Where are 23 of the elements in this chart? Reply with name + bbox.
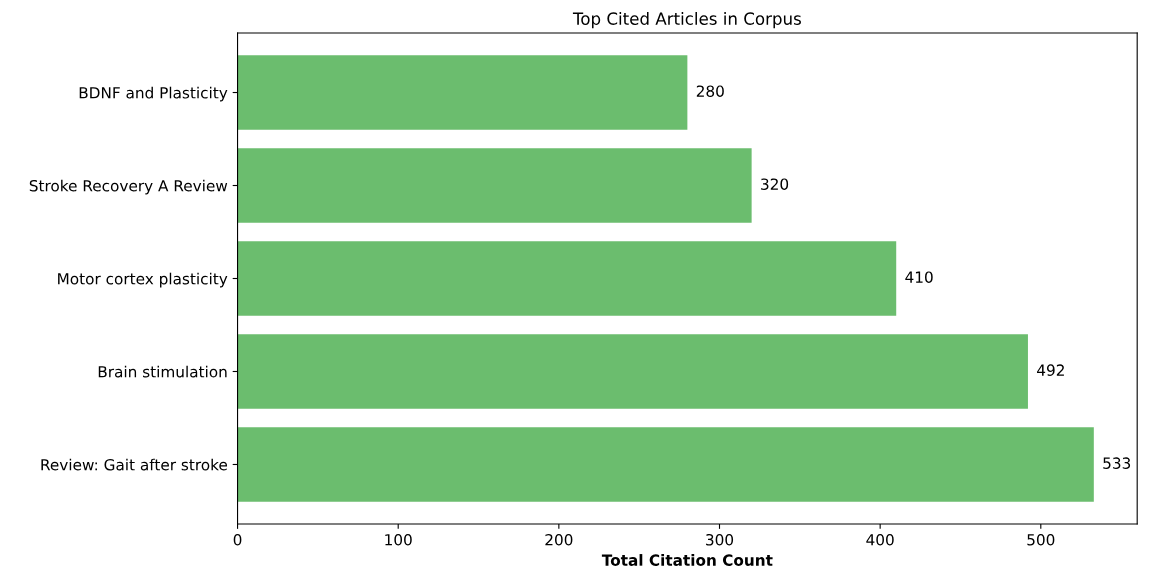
- y-tick-label: Stroke Recovery A Review: [29, 179, 228, 195]
- x-tick-label: 0: [233, 533, 242, 546]
- y-tick-label: Brain stimulation: [98, 365, 227, 378]
- x-tick-label: 100: [385, 533, 412, 546]
- data-label: 320: [761, 178, 789, 190]
- bar: [237, 55, 688, 130]
- data-label: 533: [1103, 457, 1131, 469]
- x-tick-label: 300: [706, 533, 734, 546]
- data-label: 280: [696, 85, 724, 97]
- data-label: 410: [905, 271, 933, 283]
- data-label: 492: [1037, 364, 1064, 376]
- bar: [237, 334, 1028, 409]
- x-tick-label: 400: [866, 533, 894, 546]
- x-axis-title: Total Citation Count: [601, 554, 773, 566]
- x-tick-label: 500: [1027, 533, 1055, 546]
- x-tick-label: 200: [545, 533, 573, 546]
- y-tick-label: Review: Gait after stroke: [41, 458, 228, 471]
- y-tick-label: BDNF and Plasticity: [79, 86, 228, 102]
- y-tick-label: Motor cortex plasticity: [58, 272, 228, 288]
- chart-title: Top Cited Articles in Corpus: [572, 12, 801, 29]
- bar: [237, 148, 752, 223]
- bar: [237, 427, 1094, 502]
- bar: [237, 241, 897, 316]
